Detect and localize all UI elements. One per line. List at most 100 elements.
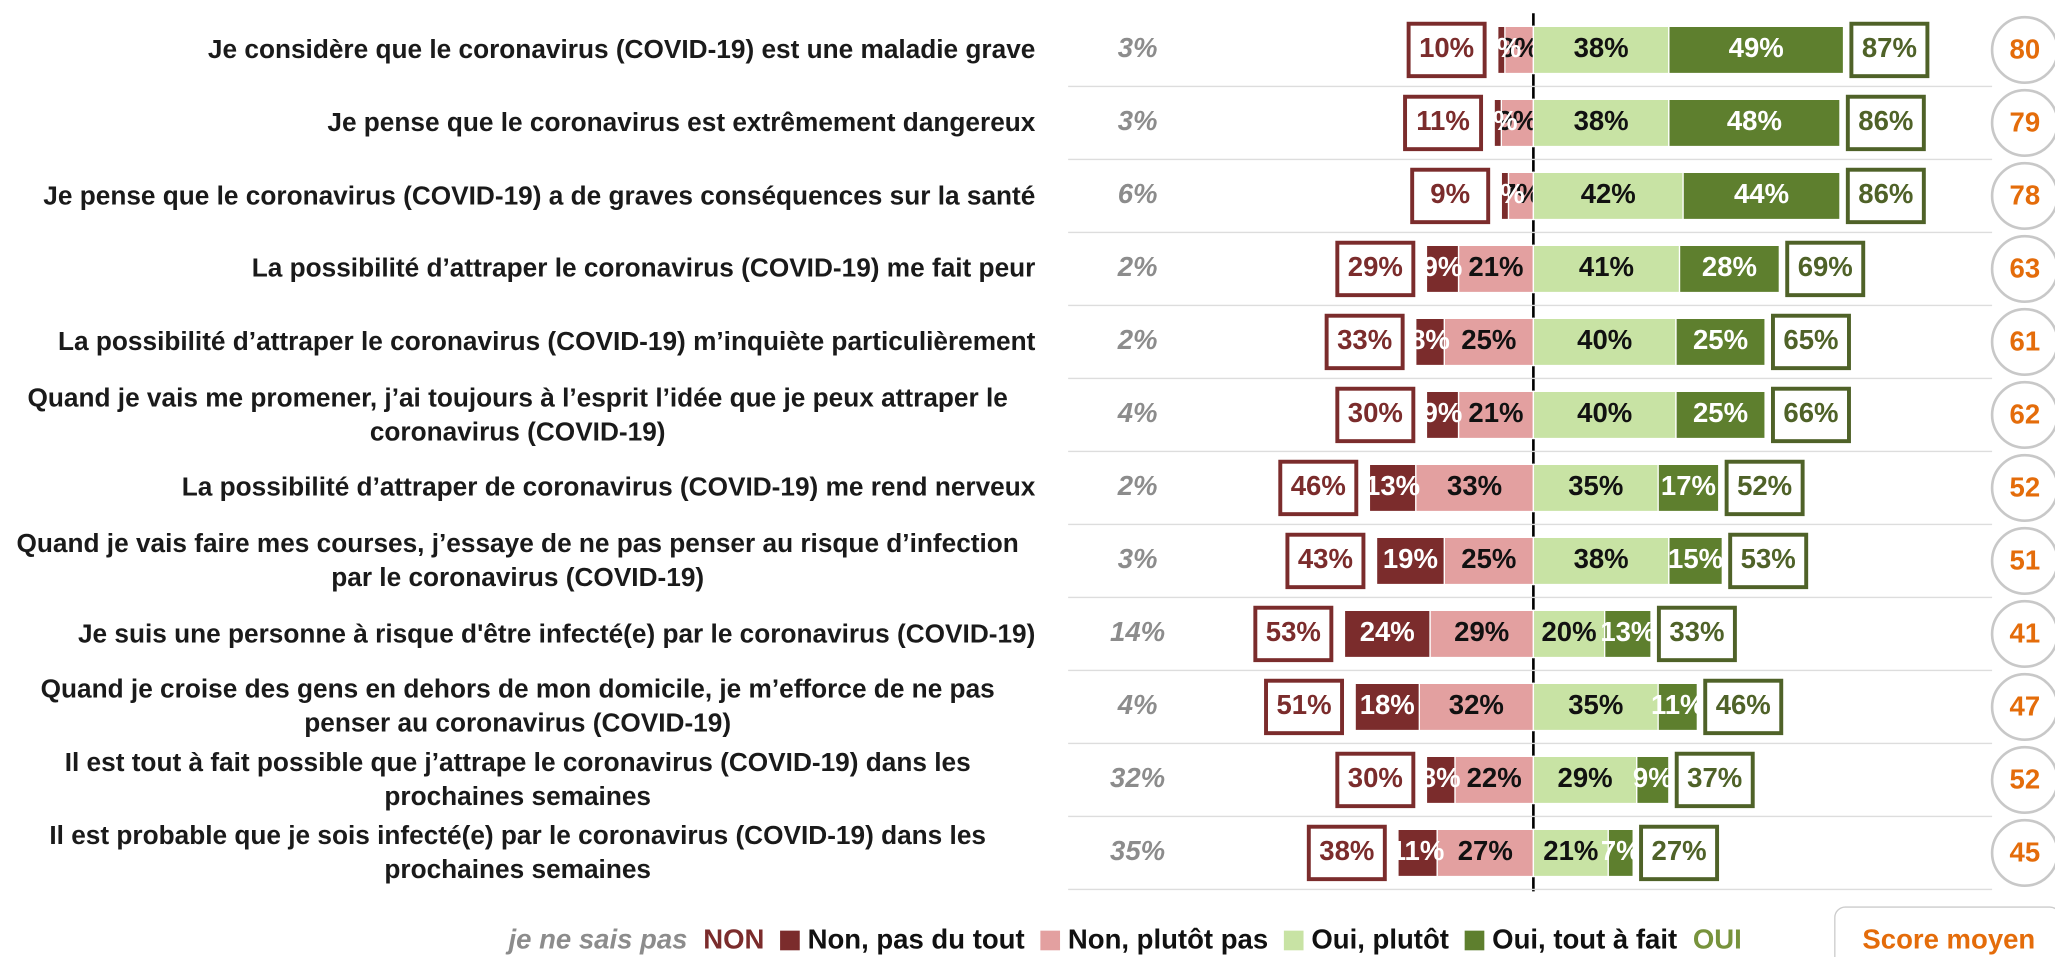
segment-label: 17% <box>1661 470 1716 501</box>
segment-label: 21% <box>1543 835 1598 866</box>
segment-label: 38% <box>1574 105 1629 136</box>
score-circle <box>1990 380 2055 450</box>
non-total-box <box>1403 94 1484 152</box>
bar-segment <box>1532 244 1681 294</box>
bar-segment <box>1657 682 1699 732</box>
segment-label: 11% <box>1651 689 1705 720</box>
score-circle <box>1990 599 2055 669</box>
segment-label: 13% <box>1365 470 1420 501</box>
bar-segment <box>1415 317 1445 367</box>
segment-label: 8% <box>1410 324 1450 355</box>
row-label-wrap: Il est probable que je sois infecté(e) p… <box>0 816 1035 889</box>
bar-segment <box>1668 536 1723 586</box>
non-total-box <box>1410 167 1491 225</box>
non-total-box <box>1253 605 1334 663</box>
segment-label: 25% <box>1693 397 1748 428</box>
score-legend-box <box>1834 906 2055 957</box>
row-label-wrap: La possibilité d’attraper de coronavirus… <box>0 451 1036 524</box>
row-label-box: Je pense que le coronavirus est extrêmem… <box>0 86 1035 159</box>
legend-swatch <box>1464 930 1485 951</box>
bar-segment <box>1668 25 1845 75</box>
score-value: 52 <box>2010 472 2041 503</box>
legend-label: je ne sais pas <box>506 923 688 954</box>
legend-swatch <box>780 930 800 951</box>
score-value: 51 <box>2010 545 2041 576</box>
row-label-wrap: Quand je vais faire mes courses, j’essay… <box>0 524 1035 597</box>
oui-total-box <box>1785 240 1866 298</box>
row-label: La possibilité d’attraper le coronavirus… <box>251 254 1036 284</box>
segment-label: 2% <box>1485 178 1525 209</box>
bar-segment <box>1532 609 1606 659</box>
bar-segment <box>1532 682 1659 732</box>
oui-total-label: 46% <box>1716 689 1771 720</box>
bar-segment <box>1368 463 1417 513</box>
oui-total-box <box>1656 605 1737 663</box>
row-label-wrap: Je pense que le coronavirus est extrêmem… <box>0 86 1035 159</box>
bar-segment <box>1493 98 1502 148</box>
row-label-wrap: Je suis une personne à risque d'être inf… <box>0 597 1035 670</box>
bar-segment <box>1425 755 1456 805</box>
score-circle <box>1990 672 2055 742</box>
oui-total-label: 86% <box>1858 178 1913 209</box>
score-circle <box>1990 526 2055 596</box>
non-total-box <box>1324 313 1405 371</box>
segment-label: 25% <box>1461 543 1516 574</box>
segment-label: 25% <box>1461 324 1516 355</box>
score-value: 62 <box>2010 399 2041 430</box>
oui-total-label: 33% <box>1669 616 1724 647</box>
non-total-box <box>1406 21 1487 79</box>
bar-segment <box>1668 98 1841 148</box>
non-total-label: 10% <box>1419 32 1474 63</box>
segment-label: 29% <box>1454 616 1509 647</box>
dont-know-value: 4% <box>1117 689 1158 720</box>
segment-label: 8% <box>1421 762 1461 793</box>
bar-segment <box>1397 828 1438 878</box>
segment-label: 13% <box>1600 616 1655 647</box>
score-circle <box>1990 307 2055 377</box>
legend-label: Oui, tout à fait <box>1492 923 1677 954</box>
segment-label: 28% <box>1702 251 1757 282</box>
oui-total-box <box>1770 313 1851 371</box>
segment-label: 38% <box>1574 543 1629 574</box>
non-total-label: 30% <box>1348 762 1403 793</box>
oui-total-label: 66% <box>1783 397 1838 428</box>
bar-segment <box>1425 390 1460 440</box>
row-label-box: La possibilité d’attraper le coronavirus… <box>251 254 1036 284</box>
segment-label: 29% <box>1558 762 1613 793</box>
bar-segment <box>1657 463 1720 513</box>
segment-label: 18% <box>1360 689 1415 720</box>
segment-label: 9% <box>1633 762 1673 793</box>
segment-label: 44% <box>1734 178 1789 209</box>
row-label: Quand je vais faire mes courses, j’essay… <box>16 529 1019 593</box>
segment-label: 8% <box>1499 32 1539 63</box>
non-total-box <box>1335 240 1416 298</box>
dont-know-value: 2% <box>1117 251 1158 282</box>
oui-total-label: 52% <box>1737 470 1792 501</box>
score-circle <box>1990 818 2055 888</box>
dont-know-value: 4% <box>1117 397 1158 428</box>
segment-label: 7% <box>1601 835 1641 866</box>
segment-label: 21% <box>1468 397 1523 428</box>
bar-segment <box>1443 536 1535 586</box>
bar-segment <box>1425 244 1460 294</box>
non-total-label: 43% <box>1298 543 1353 574</box>
score-legend: Score moyen <box>1862 923 2035 954</box>
non-total-box <box>1306 824 1387 882</box>
row-label-wrap: Quand je vais me promener, j’ai toujours… <box>0 378 1035 451</box>
score-value: 80 <box>2010 34 2041 65</box>
legend-swatch <box>1040 930 1061 951</box>
oui-total-box <box>1724 459 1805 517</box>
bar-segment <box>1375 536 1445 586</box>
row-label-box: La possibilité d’attraper de coronavirus… <box>0 451 1036 524</box>
oui-total-box <box>1849 21 1930 79</box>
oui-total-label: 65% <box>1783 324 1838 355</box>
bar-segment <box>1418 682 1535 732</box>
segment-label: 24% <box>1360 616 1415 647</box>
oui-total-label: 53% <box>1741 543 1796 574</box>
segment-label: 38% <box>1574 32 1629 63</box>
row-label-wrap: Il est tout à fait possible que j’attrap… <box>0 743 1035 816</box>
row-label: La possibilité d’attraper de coronavirus… <box>181 473 1036 503</box>
non-total-label: 30% <box>1348 397 1403 428</box>
non-total-box <box>1278 459 1359 517</box>
